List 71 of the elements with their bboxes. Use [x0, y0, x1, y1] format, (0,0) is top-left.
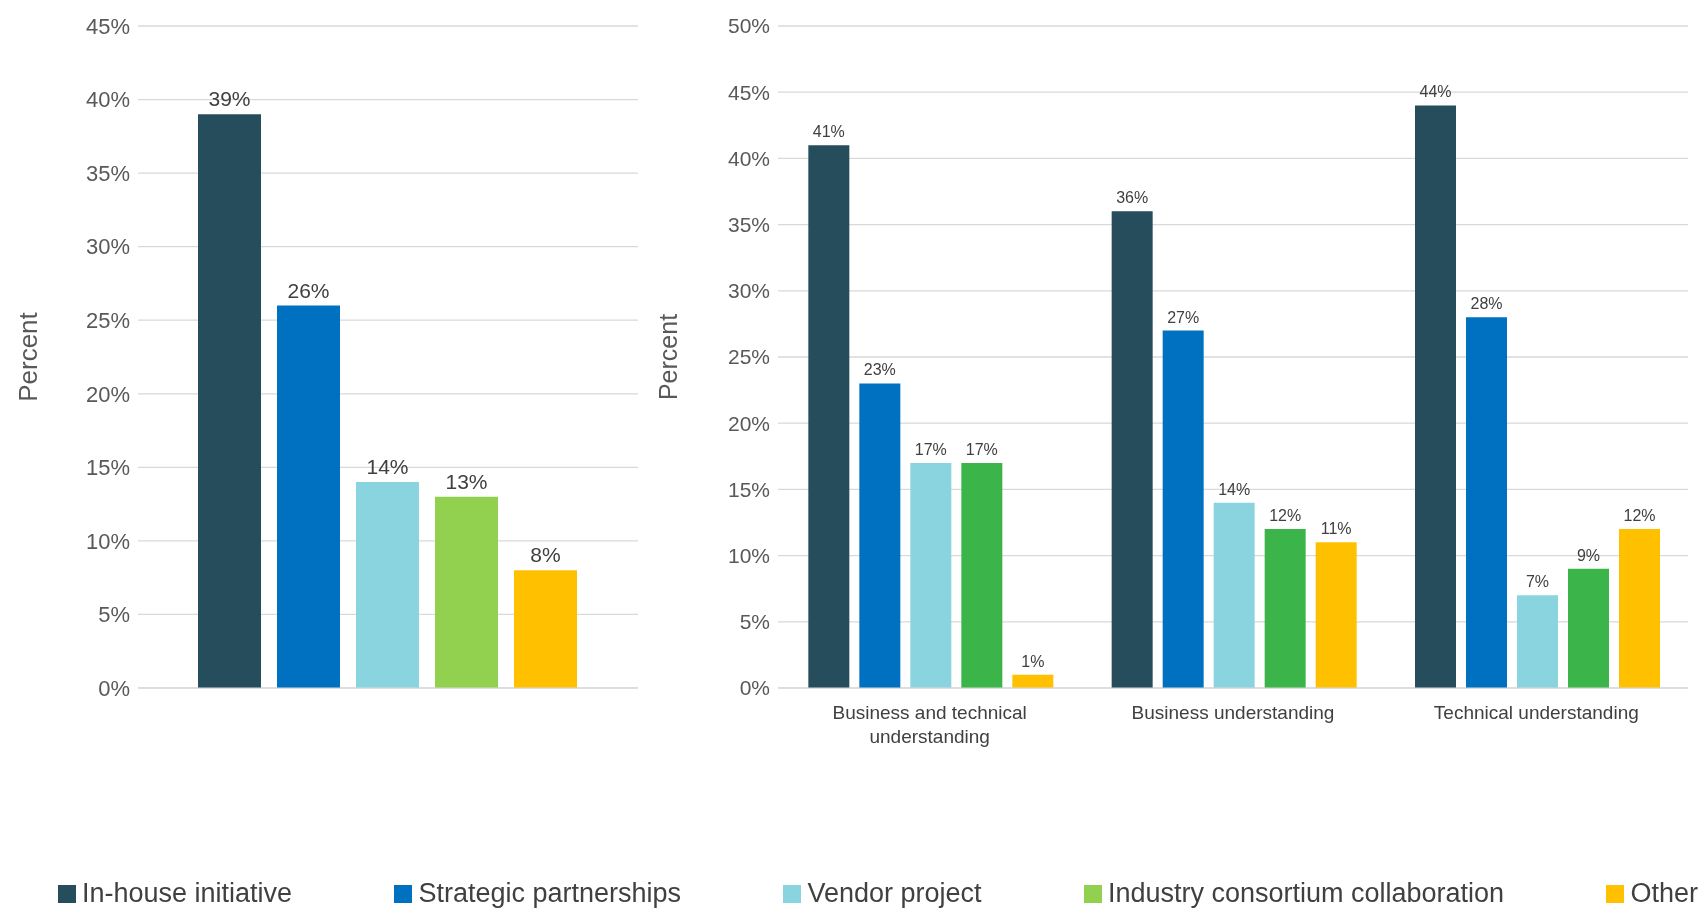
legend-label: Vendor project: [807, 878, 982, 909]
bar: [1415, 105, 1456, 688]
y-tick-label: 5%: [98, 602, 130, 628]
bar: [356, 482, 419, 688]
y-tick-label: 25%: [727, 345, 770, 369]
bar: [1012, 674, 1054, 688]
y-tick-label: 10%: [85, 528, 130, 554]
bar: [1466, 317, 1507, 688]
bar: [961, 462, 1003, 688]
y-tick-label: 35%: [727, 213, 770, 237]
legend-label: Other: [1630, 878, 1698, 909]
y-tick-label: 40%: [85, 87, 130, 113]
legend-label: Industry consortium collaboration: [1107, 878, 1505, 909]
data-label: 41%: [812, 123, 845, 141]
y-tick-label: 50%: [727, 14, 770, 38]
y-tick-label: 15%: [727, 477, 770, 501]
bar: [198, 114, 261, 688]
data-label: 12%: [1623, 507, 1656, 525]
x-tick-label: Technical understanding: [1433, 702, 1639, 724]
y-tick-label: 20%: [85, 381, 130, 407]
bar: [1264, 529, 1306, 688]
data-label: 23%: [863, 361, 896, 379]
legend-label: In-house initiative: [82, 878, 293, 909]
data-label: 11%: [1320, 520, 1352, 538]
x-tick-label: Business understanding: [1131, 702, 1335, 724]
data-label: 7%: [1525, 573, 1550, 591]
y-axis-title: Percent: [653, 313, 682, 401]
data-label: 17%: [965, 440, 998, 458]
data-label: 26%: [287, 278, 330, 302]
bar: [277, 305, 340, 688]
bar: [1213, 502, 1255, 688]
data-label: 14%: [1218, 480, 1251, 498]
bar: [1111, 211, 1153, 688]
data-label: 39%: [208, 87, 251, 111]
y-tick-label: 30%: [85, 234, 130, 260]
data-label: 1%: [1021, 652, 1045, 670]
legend-label: Strategic partnerships: [418, 878, 682, 909]
y-tick-label: 35%: [85, 160, 130, 186]
y-tick-label: 45%: [727, 80, 770, 104]
data-label: 17%: [914, 440, 947, 458]
bar: [910, 462, 952, 688]
bar: [1517, 595, 1558, 688]
y-tick-label: 0%: [739, 676, 770, 700]
data-label: 36%: [1116, 189, 1149, 207]
bar: [1619, 529, 1660, 688]
y-tick-label: 20%: [727, 411, 770, 435]
data-label: 28%: [1470, 295, 1503, 313]
bar: [435, 496, 498, 688]
y-tick-label: 0%: [98, 675, 130, 701]
bar: [808, 145, 850, 688]
data-label: 13%: [445, 469, 488, 493]
y-axis-title: Percent: [13, 311, 44, 402]
data-label: 8%: [530, 543, 561, 567]
y-tick-label: 10%: [727, 544, 770, 568]
data-label: 9%: [1576, 546, 1601, 564]
bar: [1162, 330, 1204, 688]
x-tick-label: Business and technical understanding: [832, 702, 1027, 747]
bar: [1568, 568, 1609, 688]
data-label: 14%: [366, 455, 409, 479]
bar: [514, 570, 577, 688]
data-label: 27%: [1167, 308, 1200, 326]
y-tick-label: 25%: [85, 308, 130, 334]
y-tick-label: 5%: [739, 610, 770, 634]
y-tick-label: 30%: [727, 279, 770, 303]
data-label: 44%: [1419, 83, 1452, 101]
y-tick-label: 15%: [85, 455, 130, 481]
bar: [859, 383, 901, 688]
bar: [1315, 542, 1357, 688]
y-tick-label: 40%: [727, 146, 770, 170]
data-label: 12%: [1269, 507, 1302, 525]
y-tick-label: 45%: [85, 13, 130, 39]
